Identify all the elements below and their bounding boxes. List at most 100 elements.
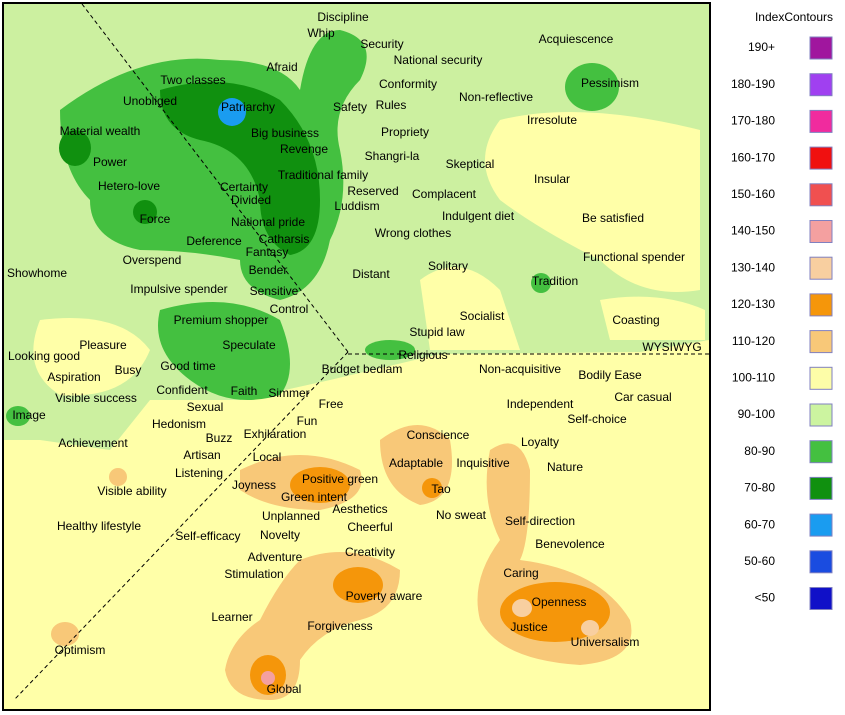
legend-swatch — [809, 36, 833, 60]
legend-swatch — [809, 550, 833, 574]
term-label: Visible success — [55, 391, 137, 405]
term-label: Power — [93, 155, 127, 169]
legend-swatch — [809, 293, 833, 317]
term-label: Exhilaration — [244, 427, 307, 441]
term-label: Aesthetics — [332, 502, 387, 516]
contour-100 — [420, 267, 520, 350]
term-label: Control — [270, 302, 309, 316]
term-label: Novelty — [260, 528, 300, 542]
term-label: Sexual — [187, 400, 224, 414]
legend-swatch — [809, 366, 833, 390]
legend-label: 170-180 — [731, 114, 775, 128]
term-label: Inquisitive — [456, 456, 510, 470]
term-label: Image — [12, 408, 46, 422]
term-label: Non-reflective — [459, 90, 533, 104]
term-label: Green intent — [281, 490, 348, 504]
contour-70 — [160, 82, 320, 255]
term-label: Conformity — [379, 77, 437, 91]
term-label: Luddism — [334, 199, 379, 213]
term-label: Showhome — [7, 266, 67, 280]
contour-120 — [333, 567, 383, 603]
term-label: Independent — [507, 397, 574, 411]
divider-line — [13, 351, 349, 701]
contour-80 — [6, 406, 30, 426]
contour-130 — [512, 599, 532, 617]
term-label: Solitary — [428, 259, 468, 273]
term-label: Looking good — [8, 349, 80, 363]
legend-label: 120-130 — [731, 297, 775, 311]
term-label: Car casual — [614, 390, 671, 404]
term-label: Functional spender — [583, 250, 685, 264]
term-label: Budget bedlam — [322, 362, 403, 376]
term-label: Fantasy — [246, 245, 289, 259]
legend-swatch — [809, 183, 833, 207]
term-label: Buzz — [206, 431, 233, 445]
term-label: Creativity — [345, 545, 395, 559]
legend-label: 180-190 — [731, 77, 775, 91]
legend-label: 60-70 — [744, 517, 775, 531]
contour-140 — [261, 671, 275, 685]
contour-110 — [109, 468, 127, 486]
legend-label: 150-160 — [731, 187, 775, 201]
legend-label: 110-120 — [732, 334, 775, 348]
term-label: Tao — [431, 482, 451, 496]
legend-label: 70-80 — [744, 481, 775, 495]
term-label: Reserved — [347, 184, 398, 198]
term-label: Fun — [297, 414, 318, 428]
legend-label: 80-90 — [744, 444, 775, 458]
legend-label: <50 — [755, 591, 776, 605]
term-label: Adaptable — [389, 456, 443, 470]
term-label: Openness — [532, 595, 587, 609]
term-label: Justice — [510, 620, 548, 634]
term-label: Benevolence — [535, 537, 605, 551]
term-label: Speculate — [222, 338, 276, 352]
term-label: Stupid law — [409, 325, 465, 339]
term-label: Visible ability — [97, 484, 166, 498]
term-label: Indulgent diet — [442, 209, 515, 223]
legend-label: 50-60 — [744, 554, 775, 568]
term-label: Shangri-la — [365, 149, 420, 163]
term-label: Distant — [352, 267, 390, 281]
term-label: Faith — [231, 384, 258, 398]
term-label: Listening — [175, 466, 223, 480]
term-label: Whip — [307, 26, 335, 40]
term-label: Achievement — [58, 436, 128, 450]
term-label: Healthy lifestyle — [57, 519, 141, 533]
legend-swatch — [809, 440, 833, 464]
term-label: Complacent — [412, 187, 477, 201]
term-label: Two classes — [160, 73, 225, 87]
term-label: Artisan — [183, 448, 220, 462]
term-label: Joyness — [232, 478, 276, 492]
contour-100 — [485, 112, 700, 292]
term-label: Conscience — [407, 428, 470, 442]
term-label: Divided — [231, 193, 271, 207]
term-label: Positive green — [302, 472, 378, 486]
legend-swatch — [809, 109, 833, 133]
term-label: Big business — [251, 126, 319, 140]
contour-120 — [422, 478, 442, 498]
term-label: Afraid — [266, 60, 297, 74]
term-label: Overspend — [123, 253, 182, 267]
term-label: Stimulation — [224, 567, 283, 581]
term-label: Adventure — [248, 550, 303, 564]
legend-swatch — [809, 330, 833, 354]
map-frame — [2, 2, 711, 711]
term-label: Confident — [156, 383, 208, 397]
legend-swatch — [809, 220, 833, 243]
term-label: Hetero-love — [98, 179, 160, 193]
term-label: Deference — [186, 234, 242, 248]
term-label: Non-acquisitive — [479, 362, 561, 376]
term-label: Local — [253, 450, 282, 464]
legend-label: 160-170 — [731, 150, 775, 164]
term-label: Unplanned — [262, 509, 320, 523]
contour-80 — [365, 340, 415, 360]
term-label: Aspiration — [47, 370, 100, 384]
term-label: Forgiveness — [307, 619, 372, 633]
legend-swatch — [809, 73, 833, 97]
term-label: Nature — [547, 460, 583, 474]
legend-swatch — [809, 256, 833, 280]
contour-100 — [33, 318, 151, 396]
term-label: Insular — [534, 172, 570, 186]
term-label: Universalism — [571, 635, 640, 649]
